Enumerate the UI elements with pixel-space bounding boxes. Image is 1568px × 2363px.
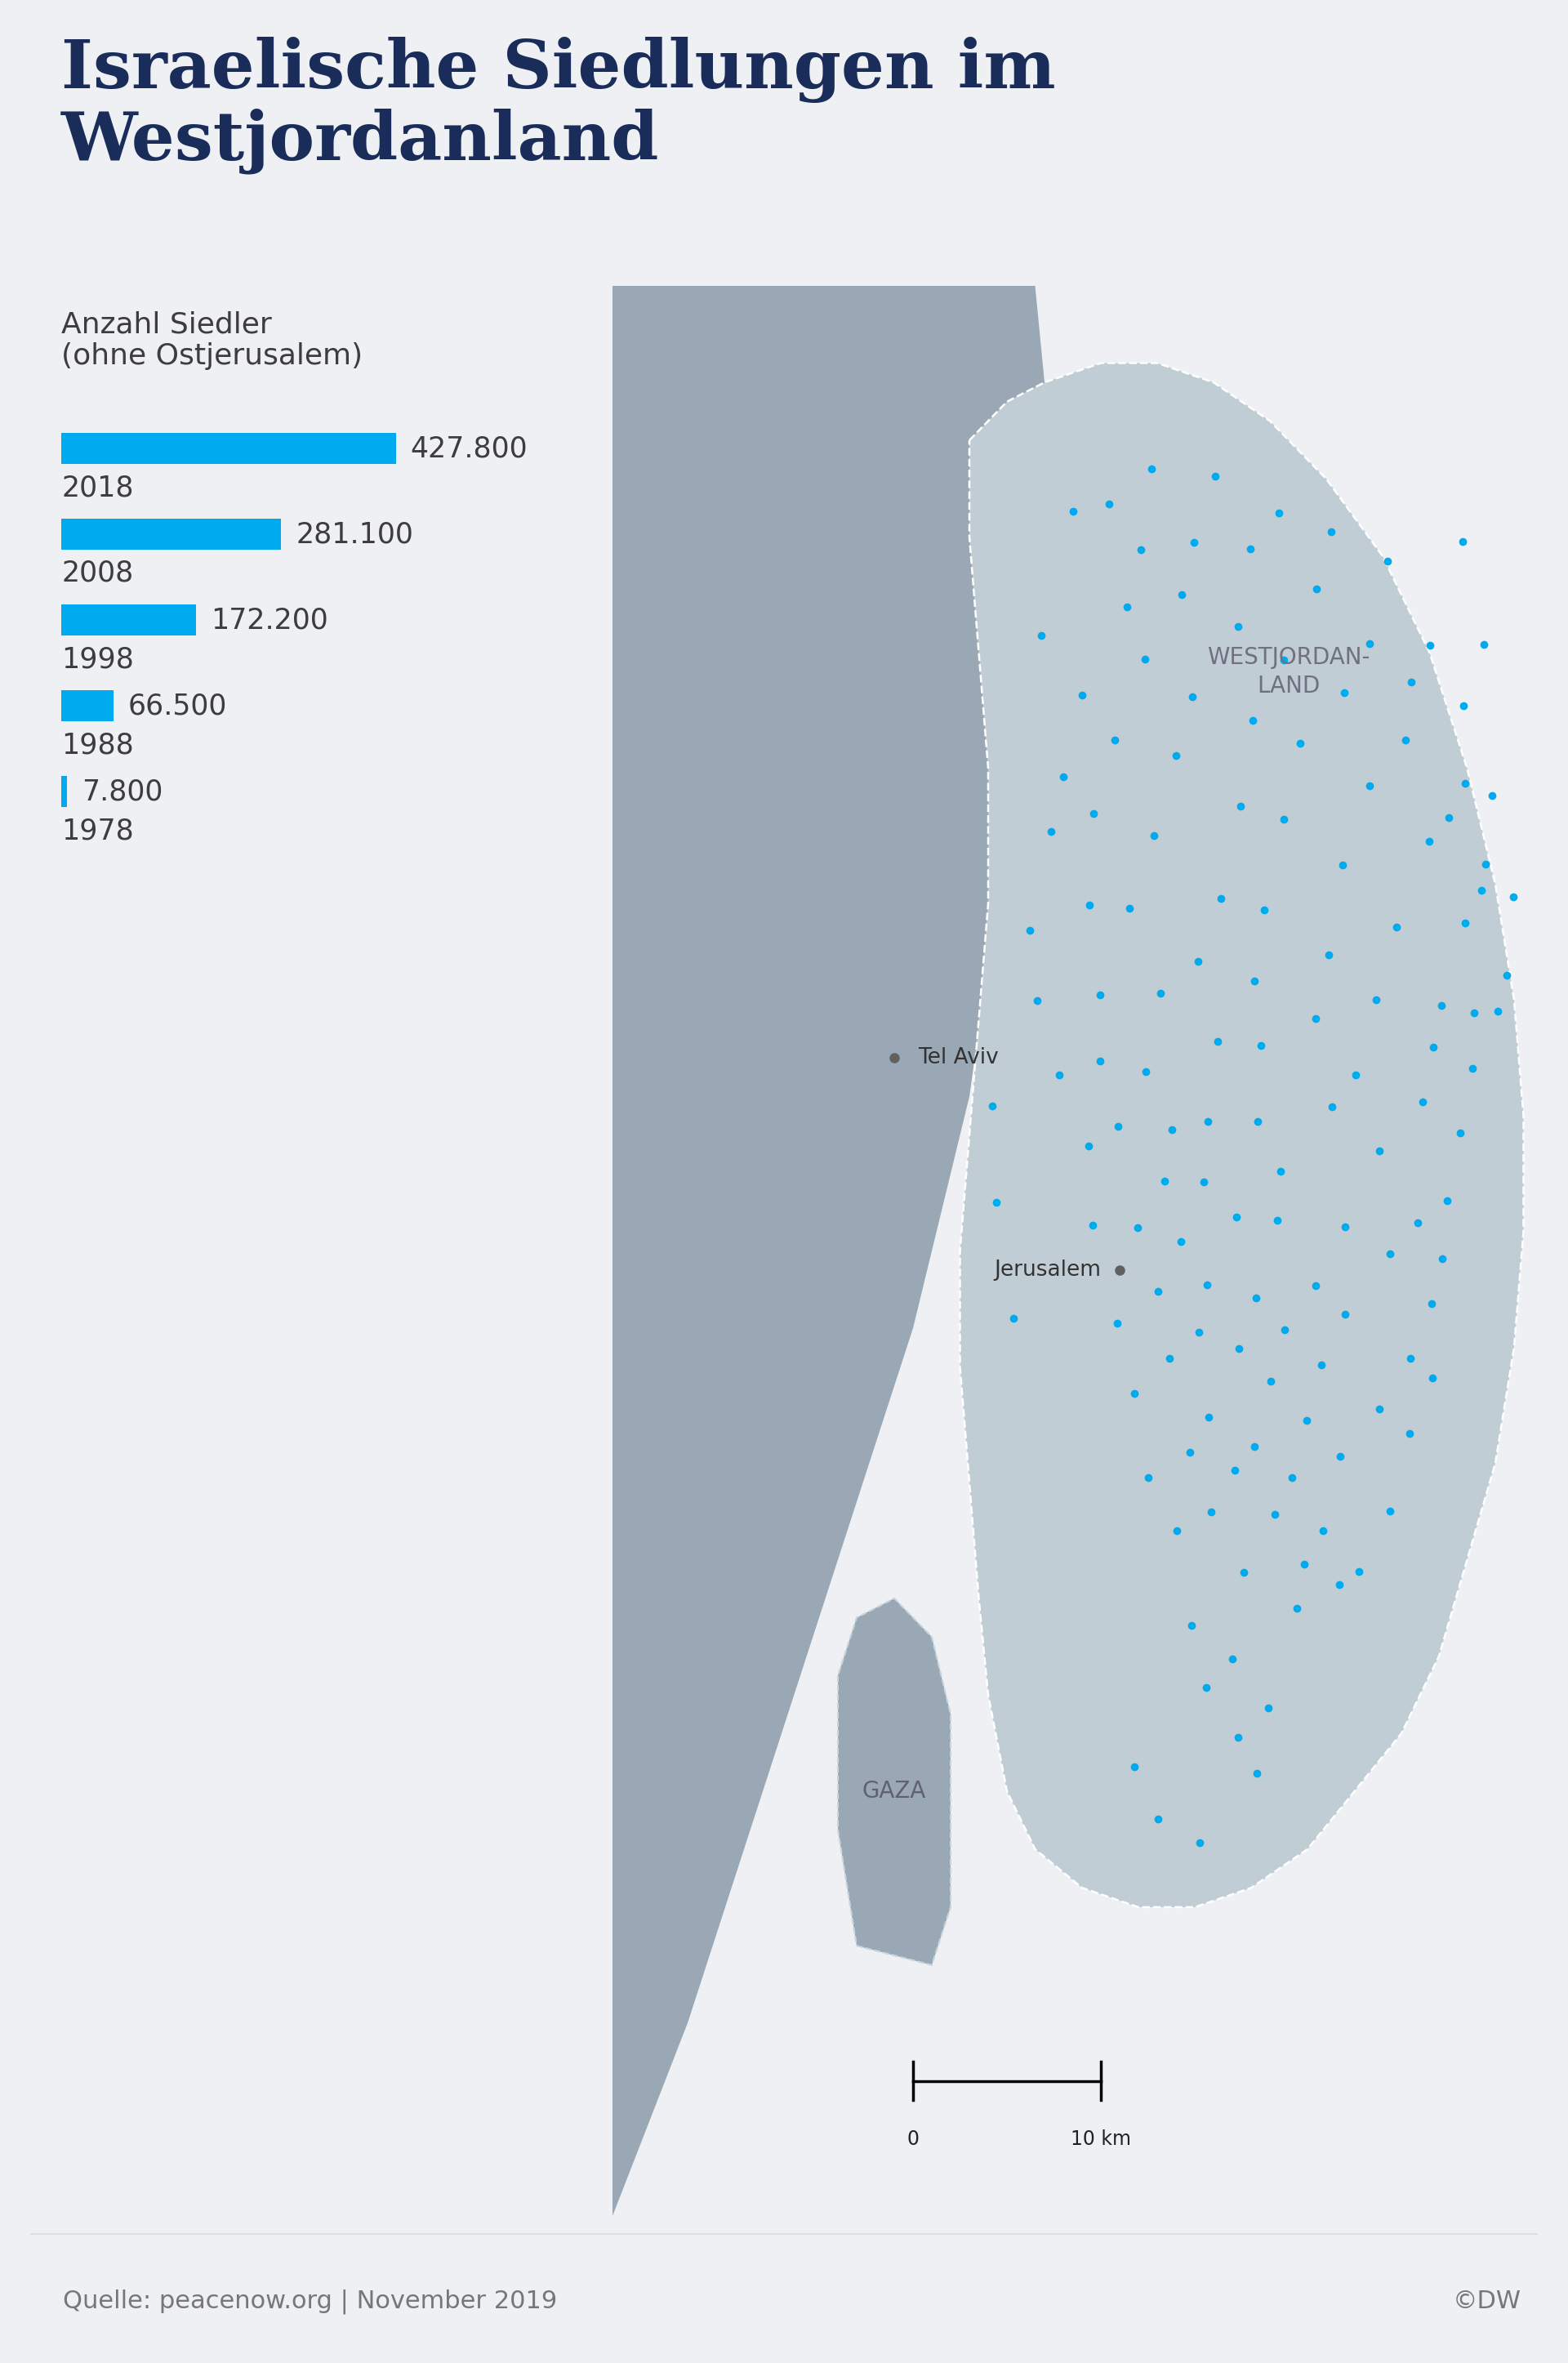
Text: 1998: 1998 xyxy=(61,645,133,673)
Text: 2018: 2018 xyxy=(61,473,133,501)
Text: 427.800: 427.800 xyxy=(411,435,528,463)
FancyBboxPatch shape xyxy=(61,605,196,636)
Text: Tel Aviv: Tel Aviv xyxy=(917,1047,999,1068)
Text: Israelische Siedlungen im
Westjordanland: Israelische Siedlungen im Westjordanland xyxy=(61,38,1055,175)
Text: WESTJORDAN-
LAND: WESTJORDAN- LAND xyxy=(1207,647,1370,697)
FancyBboxPatch shape xyxy=(61,775,67,808)
Text: Quelle: peacenow.org | November 2019: Quelle: peacenow.org | November 2019 xyxy=(63,2290,557,2313)
Text: ©DW: ©DW xyxy=(1452,2290,1521,2313)
Text: 1988: 1988 xyxy=(61,730,133,759)
Polygon shape xyxy=(613,286,1044,2216)
FancyBboxPatch shape xyxy=(61,517,281,551)
Text: 66.500: 66.500 xyxy=(129,692,227,721)
Text: Jerusalem: Jerusalem xyxy=(994,1259,1101,1281)
FancyBboxPatch shape xyxy=(61,432,395,463)
Text: GAZA: GAZA xyxy=(862,1779,927,1803)
Polygon shape xyxy=(960,364,1524,1907)
Text: 7.800: 7.800 xyxy=(82,777,163,806)
Text: 2008: 2008 xyxy=(61,560,133,588)
Text: 1978: 1978 xyxy=(61,818,133,844)
Polygon shape xyxy=(837,1597,950,1966)
Text: Lage der Siedlungen
und "Außenposten": Lage der Siedlungen und "Außenposten" xyxy=(718,302,1022,362)
Text: 172.200: 172.200 xyxy=(210,605,328,633)
Text: 10 km: 10 km xyxy=(1071,2129,1131,2148)
Text: Anzahl Siedler
(ohne Ostjerusalem): Anzahl Siedler (ohne Ostjerusalem) xyxy=(61,310,362,371)
FancyBboxPatch shape xyxy=(61,690,113,721)
Text: 281.100: 281.100 xyxy=(296,520,414,548)
Text: 0: 0 xyxy=(906,2129,919,2148)
